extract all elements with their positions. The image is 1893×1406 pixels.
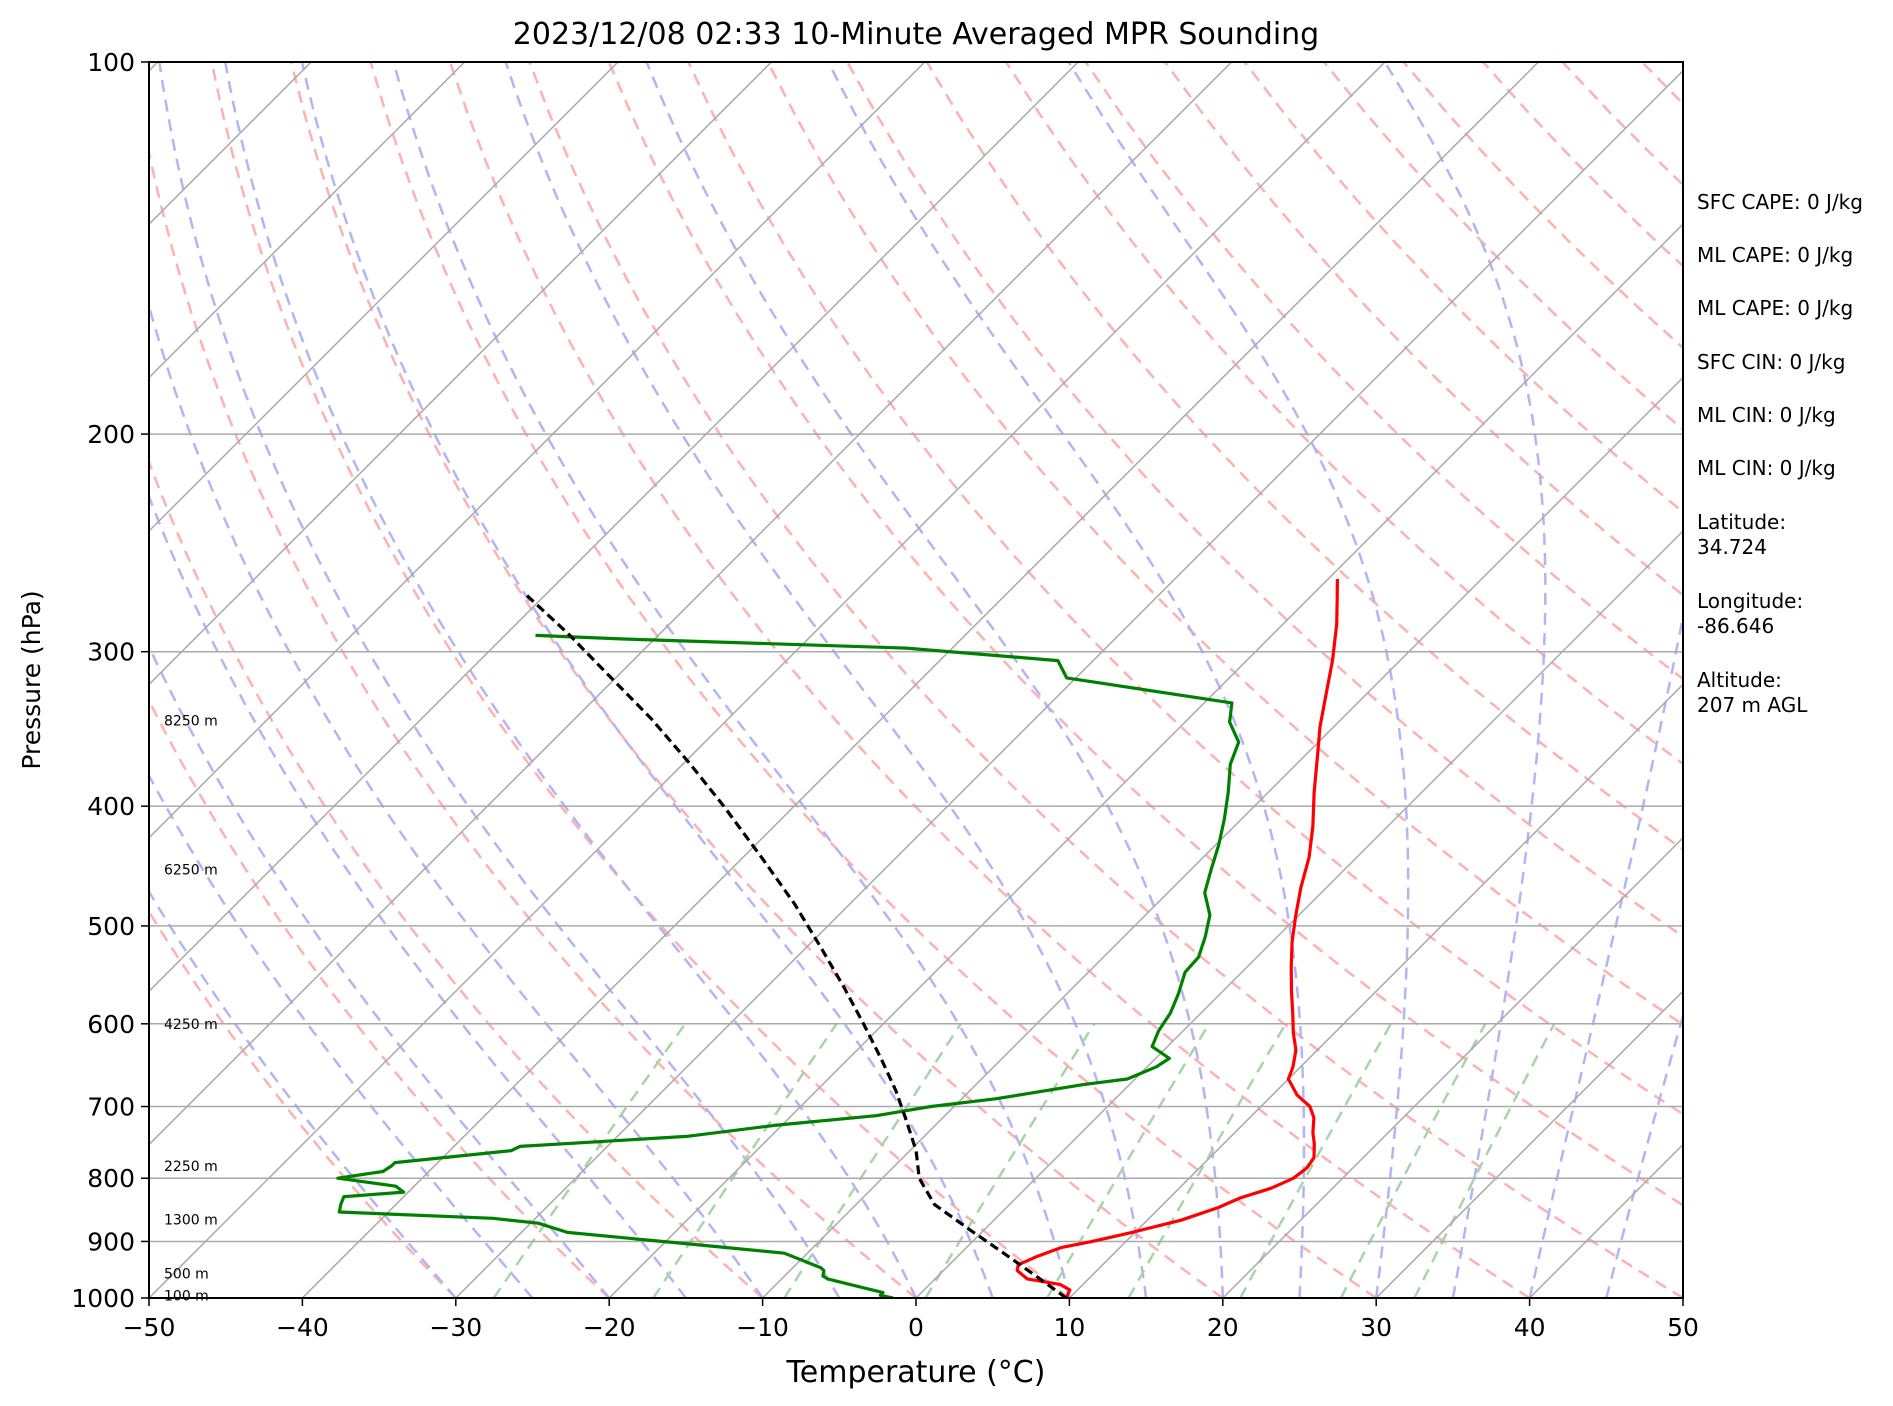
sounding-traces xyxy=(336,578,1339,1298)
isotherm-line xyxy=(149,62,772,686)
longitude-label: Longitude: xyxy=(1697,589,1804,613)
y-tick-label: 900 xyxy=(87,1227,135,1256)
y-axis-ticks: 100 200 300 400 500 600 700 800 900 1000 xyxy=(71,48,149,1313)
plot-area xyxy=(149,62,1683,1298)
y-tick-label: 800 xyxy=(87,1164,135,1193)
ml-cin-text: ML CIN: 0 J/kg xyxy=(1697,403,1836,427)
isotherm-line xyxy=(149,62,1386,1298)
sfc-cin-text: SFC CIN: 0 J/kg xyxy=(1697,350,1846,374)
x-tick-label: −50 xyxy=(123,1313,176,1342)
temperature-trace xyxy=(1015,578,1339,1298)
isotherm-line xyxy=(149,62,466,379)
moist-adiabat-line xyxy=(149,493,687,1298)
altitude-value: 207 m AGL xyxy=(1697,693,1808,717)
parcel-trace xyxy=(525,594,1068,1298)
x-tick-label: 30 xyxy=(1360,1313,1392,1342)
moist-adiabat-line xyxy=(645,62,1225,1298)
x-axis-label: Temperature (°C) xyxy=(786,1355,1046,1390)
x-tick-label: 0 xyxy=(908,1313,924,1342)
moist-adiabat-line xyxy=(1383,62,1547,1298)
moist-adiabat-line xyxy=(300,62,994,1298)
dry-adiabat-line xyxy=(1084,62,1683,681)
y-tick-label: 300 xyxy=(87,638,135,667)
altitude-label: Altitude: xyxy=(1697,668,1782,692)
height-label: 8250 m xyxy=(164,713,218,729)
height-label: 6250 m xyxy=(164,862,218,878)
moist-adiabat-line xyxy=(392,62,1071,1298)
height-labels: 100 m 500 m 1300 m 2250 m 4250 m 6250 m 8250 m xyxy=(164,713,218,1304)
latitude-value: 34.724 xyxy=(1697,535,1767,559)
mixing-ratio-line xyxy=(1339,1023,1487,1298)
dewpoint-trace xyxy=(336,633,1241,1298)
isotherm-line xyxy=(1222,836,1683,1298)
x-tick-label: 40 xyxy=(1514,1313,1546,1342)
moist-adiabat-line xyxy=(158,62,841,1298)
moist-adiabat-line xyxy=(827,62,1306,1298)
y-tick-label: 400 xyxy=(87,792,135,821)
isotherm-line xyxy=(1068,683,1683,1298)
y-tick-label: 200 xyxy=(87,420,135,449)
x-axis-ticks: −50 −40 −30 −20 −10 0 10 20 30 40 50 xyxy=(123,1298,1699,1342)
mixing-ratio-line xyxy=(1046,1023,1211,1298)
mixing-ratio-line xyxy=(1413,1023,1556,1298)
dry-adiabat-line xyxy=(528,62,1683,1298)
isotherm-line xyxy=(149,62,926,839)
x-tick-label: 10 xyxy=(1053,1313,1085,1342)
isotherm-line xyxy=(149,62,619,533)
isotherm-line xyxy=(915,529,1683,1298)
ml-cin-text-2: ML CIN: 0 J/kg xyxy=(1697,456,1836,480)
y-axis-label: Pressure (hPa) xyxy=(17,590,46,769)
dry-adiabat-line xyxy=(1164,62,1683,597)
moist-adiabat-line xyxy=(1528,610,1683,1298)
chart-title: 2023/12/08 02:33 10-Minute Averaged MPR … xyxy=(513,17,1319,52)
height-label: 1300 m xyxy=(164,1213,218,1229)
sfc-cape-text: SFC CAPE: 0 J/kg xyxy=(1697,190,1863,214)
moist-adiabat-line xyxy=(1605,1011,1683,1298)
dry-adiabat-line xyxy=(149,697,611,1298)
moist-adiabat-line xyxy=(149,301,764,1298)
latitude-label: Latitude: xyxy=(1697,510,1787,534)
dry-adiabats xyxy=(149,62,1683,1298)
ml-cape-text-2: ML CAPE: 0 J/kg xyxy=(1697,296,1854,320)
moist-adiabat-line xyxy=(504,62,1148,1298)
moist-adiabats xyxy=(149,62,1683,1298)
x-tick-label: 50 xyxy=(1667,1313,1699,1342)
height-label: 500 m xyxy=(164,1266,209,1282)
longitude-value: -86.646 xyxy=(1697,614,1775,638)
y-tick-label: 500 xyxy=(87,912,135,941)
height-label: 4250 m xyxy=(164,1017,218,1033)
isotherm-line xyxy=(762,376,1683,1298)
isotherm-line xyxy=(608,223,1683,1298)
x-tick-label: −20 xyxy=(583,1313,636,1342)
isotherm-line xyxy=(1375,990,1683,1298)
y-tick-label: 600 xyxy=(87,1010,135,1039)
moist-adiabat-line xyxy=(149,889,457,1298)
mixing-ratio-line xyxy=(1127,1023,1287,1298)
dry-adiabat-line xyxy=(149,146,917,1298)
y-tick-label: 700 xyxy=(87,1093,135,1122)
moist-adiabat-line xyxy=(223,62,918,1298)
x-tick-label: 20 xyxy=(1207,1313,1239,1342)
x-tick-label: −40 xyxy=(276,1313,329,1342)
x-tick-label: −30 xyxy=(429,1313,482,1342)
height-label: 100 m xyxy=(164,1288,209,1304)
pressure-gridlines xyxy=(149,62,1683,1298)
x-tick-label: −10 xyxy=(736,1313,789,1342)
dry-adiabat-line xyxy=(210,62,1071,1298)
dry-adiabat-line xyxy=(369,62,1377,1298)
ml-cape-text: ML CAPE: 0 J/kg xyxy=(1697,243,1854,267)
y-tick-label: 1000 xyxy=(71,1284,135,1313)
isotherm-line xyxy=(301,62,1539,1298)
isotherm-line xyxy=(149,62,1079,993)
dry-adiabat-line xyxy=(149,458,764,1298)
y-tick-label: 100 xyxy=(87,48,135,77)
moist-adiabat-line xyxy=(1067,62,1410,1298)
height-label: 2250 m xyxy=(164,1159,218,1175)
